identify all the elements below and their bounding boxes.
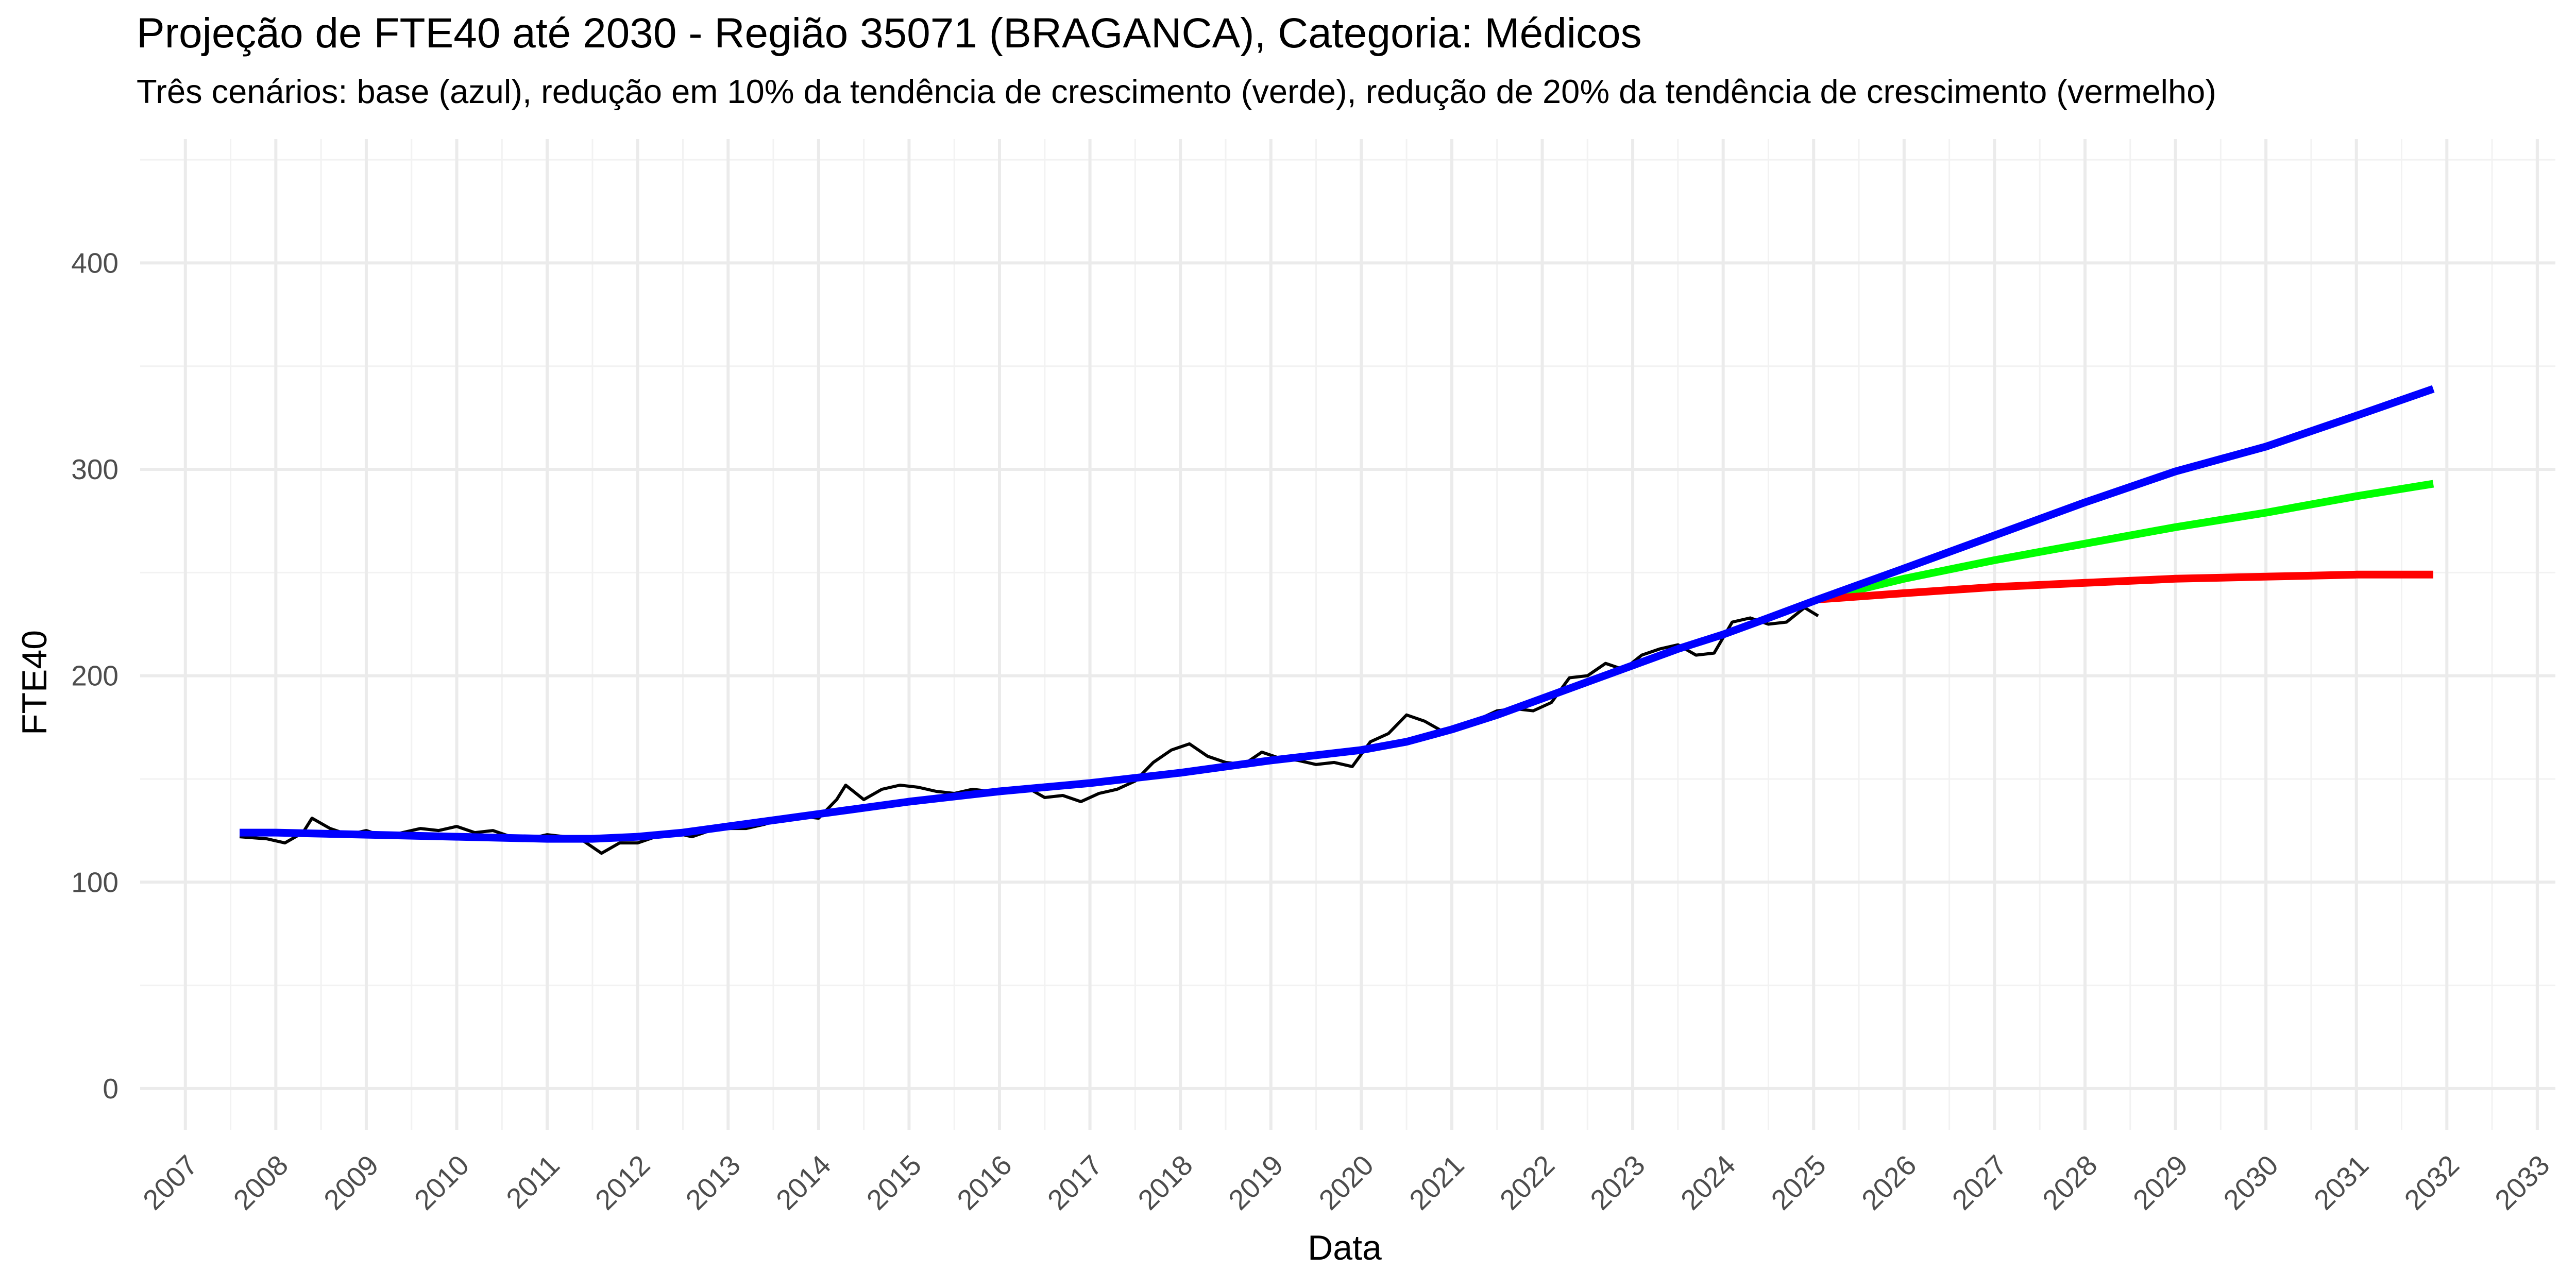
y-tick-label: 300	[71, 453, 118, 485]
x-tick-label: 2023	[1584, 1149, 1651, 1216]
x-tick-label: 2012	[589, 1149, 656, 1216]
y-tick-label: 400	[71, 247, 118, 279]
series-layer	[239, 385, 2435, 855]
y-tick-label: 100	[71, 866, 118, 898]
chart-subtitle: Três cenários: base (azul), redução em 1…	[137, 73, 2216, 110]
x-tick-label: 2015	[860, 1149, 927, 1216]
x-tick-label: 2018	[1132, 1149, 1199, 1216]
x-tick-label: 2031	[2308, 1149, 2375, 1216]
x-tick-label: 2024	[1674, 1149, 1741, 1216]
y-tick-label: 200	[71, 660, 118, 692]
x-tick-label: 2029	[2127, 1149, 2194, 1216]
series-line-base	[240, 385, 2435, 843]
x-axis-title: Data	[1308, 1228, 1382, 1267]
x-tick-label: 2008	[227, 1149, 294, 1216]
x-tick-label: 2014	[770, 1149, 837, 1216]
y-axis-ticks: 0 100 200 300 400	[71, 247, 118, 1105]
x-tick-label: 2009	[317, 1149, 384, 1216]
x-tick-label: 2030	[2217, 1149, 2284, 1216]
series-line-red	[1818, 570, 2433, 603]
series-line-green	[1817, 480, 2434, 603]
series-line-observed	[239, 606, 1819, 855]
x-tick-label: 2022	[1494, 1149, 1561, 1216]
x-tick-label: 2010	[408, 1149, 475, 1216]
y-tick-label: 0	[103, 1073, 118, 1105]
x-tick-label: 2017	[1041, 1149, 1108, 1216]
x-tick-label: 2021	[1403, 1149, 1470, 1216]
x-tick-label: 2032	[2398, 1149, 2465, 1216]
x-tick-label: 2027	[1946, 1149, 2013, 1216]
x-tick-label: 2025	[1765, 1149, 1832, 1216]
x-tick-label: 2020	[1313, 1149, 1380, 1216]
chart-title: Projeção de FTE40 até 2030 - Região 3507…	[137, 10, 1642, 57]
grid	[140, 139, 2555, 1130]
x-tick-label: 2033	[2488, 1149, 2555, 1216]
x-tick-label: 2019	[1222, 1149, 1289, 1216]
x-tick-label: 2007	[137, 1149, 204, 1216]
x-tick-label: 2011	[500, 1149, 565, 1214]
y-axis-title: FTE40	[15, 630, 54, 735]
x-tick-label: 2013	[680, 1149, 747, 1216]
x-tick-label: 2026	[1855, 1149, 1922, 1216]
x-axis-ticks: 2007 2008 2009 2010 2011 2012 2013 2014 2015 2016…	[137, 1149, 2555, 1216]
x-tick-label: 2016	[951, 1149, 1018, 1216]
x-tick-label: 2028	[2036, 1149, 2103, 1216]
